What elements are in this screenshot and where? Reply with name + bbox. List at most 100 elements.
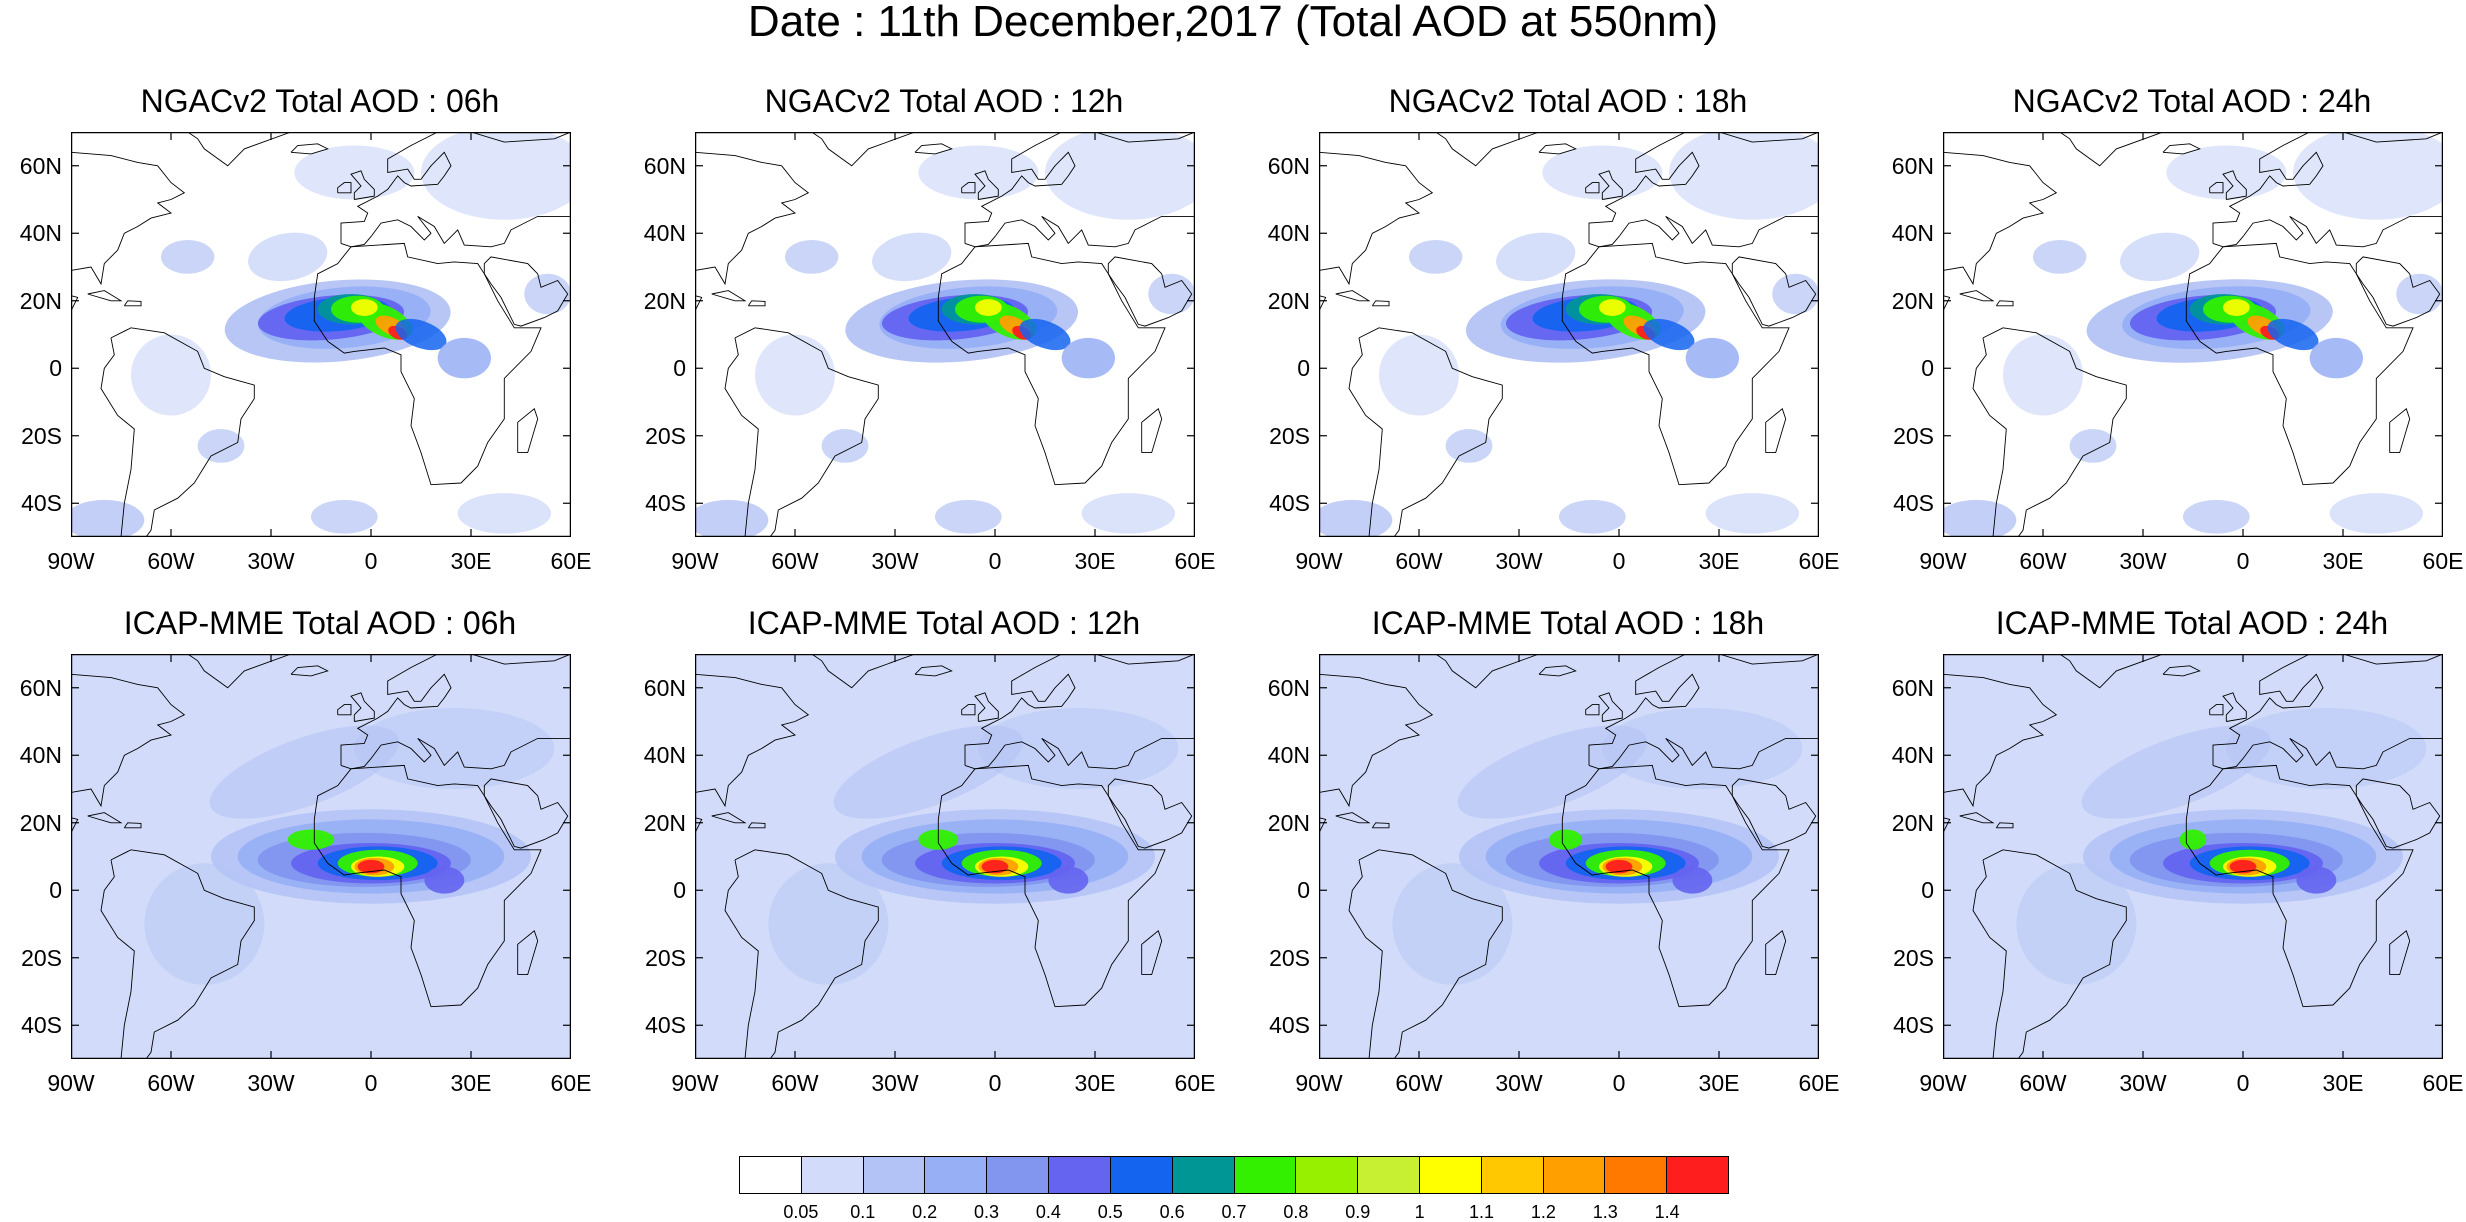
- coastline-iceland: [914, 143, 953, 155]
- coastline-hispaniola: [1371, 822, 1390, 829]
- aod-plume: [1496, 232, 1576, 282]
- aod-map: [71, 654, 571, 1059]
- coastline-northAmerica: [71, 673, 186, 834]
- lon-label: 0: [1612, 548, 1626, 574]
- aod-plume: [1599, 299, 1626, 316]
- aod-plume: [144, 863, 265, 985]
- coastline-arabia: [1107, 256, 1193, 327]
- lat-label: 20S: [645, 422, 686, 449]
- lat-label: 60N: [1891, 152, 1934, 179]
- map-frame: [695, 654, 1195, 1059]
- lat-label: 40S: [21, 1012, 62, 1039]
- aod-plume: [975, 299, 1002, 316]
- aod-plume: [935, 499, 1002, 534]
- panel-title: ICAP-MME Total AOD : 18h: [1371, 605, 1765, 641]
- coastline-northAmerica: [71, 151, 186, 312]
- colorbar-swatch: [1667, 1157, 1728, 1193]
- aod-plume: [821, 429, 869, 463]
- aod-plume: [2069, 429, 2117, 463]
- coastline-britain: [974, 692, 999, 722]
- panel-title: NGACv2 Total AOD : 24h: [2012, 83, 2372, 119]
- coastline-africa: [937, 764, 1166, 1008]
- lat-label: 0: [49, 355, 62, 382]
- colorbar-swatch: [1049, 1157, 1111, 1193]
- coastline-iceland: [1538, 143, 1577, 155]
- map-panel: NGACv2 Total AOD : 18h 60N 40N 20N 0 20S 40S 90…: [1248, 80, 1868, 620]
- coastline-africa: [313, 242, 542, 486]
- aod-plume: [395, 318, 447, 351]
- colorbar-swatch: [863, 1157, 926, 1193]
- coastline-northAmerica: [1943, 673, 2058, 834]
- coastline-greenland: [1319, 654, 1540, 689]
- coastline-cuba: [1959, 812, 1995, 824]
- lon-label: 60E: [1174, 548, 1216, 574]
- lon-label: 90W: [1919, 1070, 1967, 1096]
- aod-plume: [2016, 863, 2137, 985]
- aod-map: [695, 654, 1195, 1059]
- lon-label: 30W: [1495, 1070, 1543, 1096]
- coastline-hispaniola: [747, 822, 766, 829]
- panel-title: ICAP-MME Total AOD : 12h: [747, 605, 1141, 641]
- aod-field: [695, 654, 1195, 1059]
- lon-label: 30E: [450, 1070, 492, 1096]
- coastline-madagascar: [1141, 930, 1163, 976]
- coastline-northAmerica: [1319, 151, 1434, 312]
- map-panel: ICAP-MME Total AOD : 24h 60N 40N 20N 0 20S 40S…: [1872, 602, 2466, 1142]
- lat-label: 20N: [1891, 287, 1934, 314]
- aod-field: [1319, 132, 1819, 537]
- aod-plume: [918, 145, 1039, 200]
- aod-plume: [524, 273, 571, 315]
- lat-label: 60N: [19, 152, 62, 179]
- colorbar-swatch: [1419, 1157, 1482, 1193]
- coastline-ireland: [337, 704, 352, 716]
- aod-field: [695, 132, 1195, 537]
- coastline-iceland: [290, 665, 329, 677]
- coastline-arabia: [2355, 778, 2441, 849]
- colorbar-tick-label: 0.5: [1097, 1202, 1123, 1222]
- aod-plume: [1669, 132, 1819, 220]
- lon-label: 0: [988, 548, 1002, 574]
- coastline-europe: [340, 132, 571, 248]
- colorbar-tick-label: 0.4: [1035, 1202, 1061, 1222]
- coastline-britain: [1598, 170, 1623, 200]
- panel-title: ICAP-MME Total AOD : 06h: [123, 605, 517, 641]
- aod-plume: [2033, 240, 2087, 274]
- coastline-britain: [974, 170, 999, 200]
- aod-plume: [1392, 863, 1513, 985]
- colorbar-tick-label: 1.3: [1592, 1202, 1618, 1222]
- lon-label: 60E: [1798, 548, 1840, 574]
- lon-label: 30W: [2119, 1070, 2167, 1096]
- lon-label: 60W: [2019, 1070, 2067, 1096]
- aod-plume: [755, 334, 835, 416]
- coastline-africa: [1561, 764, 1790, 1008]
- aod-plume: [872, 232, 952, 282]
- lat-label: 40S: [1893, 490, 1934, 517]
- lat-label: 40N: [1891, 220, 1934, 247]
- aod-plume: [1081, 493, 1175, 534]
- lon-label: 30E: [1074, 548, 1116, 574]
- coastline-cuba: [1959, 290, 1995, 302]
- coastline-madagascar: [1141, 408, 1163, 454]
- lat-label: 20N: [1267, 287, 1310, 314]
- lat-label: 20N: [19, 287, 62, 314]
- aod-plume: [2003, 334, 2083, 416]
- lat-label: 0: [1921, 355, 1934, 382]
- coastline-arabia: [1107, 778, 1193, 849]
- aod-plume: [357, 859, 385, 874]
- lat-label: 20N: [19, 809, 62, 836]
- coastline-southAmerica: [100, 849, 255, 1059]
- map-frame: [1319, 132, 1819, 537]
- coastline-ireland: [961, 182, 976, 194]
- colorbar-tick-label: 0.6: [1159, 1202, 1185, 1222]
- lon-label: 60W: [771, 1070, 819, 1096]
- aod-field: [1943, 132, 2443, 537]
- lat-label: 40S: [21, 490, 62, 517]
- coastline-africa: [937, 242, 1166, 486]
- colorbar-swatch: [1172, 1157, 1235, 1193]
- colorbar-tick-label: 1.2: [1530, 1202, 1556, 1222]
- lon-label: 30E: [450, 548, 492, 574]
- lat-label: 0: [673, 355, 686, 382]
- lon-label: 60E: [550, 1070, 592, 1096]
- coastline-greenland: [1319, 132, 1540, 167]
- coastline-africa: [313, 764, 542, 1008]
